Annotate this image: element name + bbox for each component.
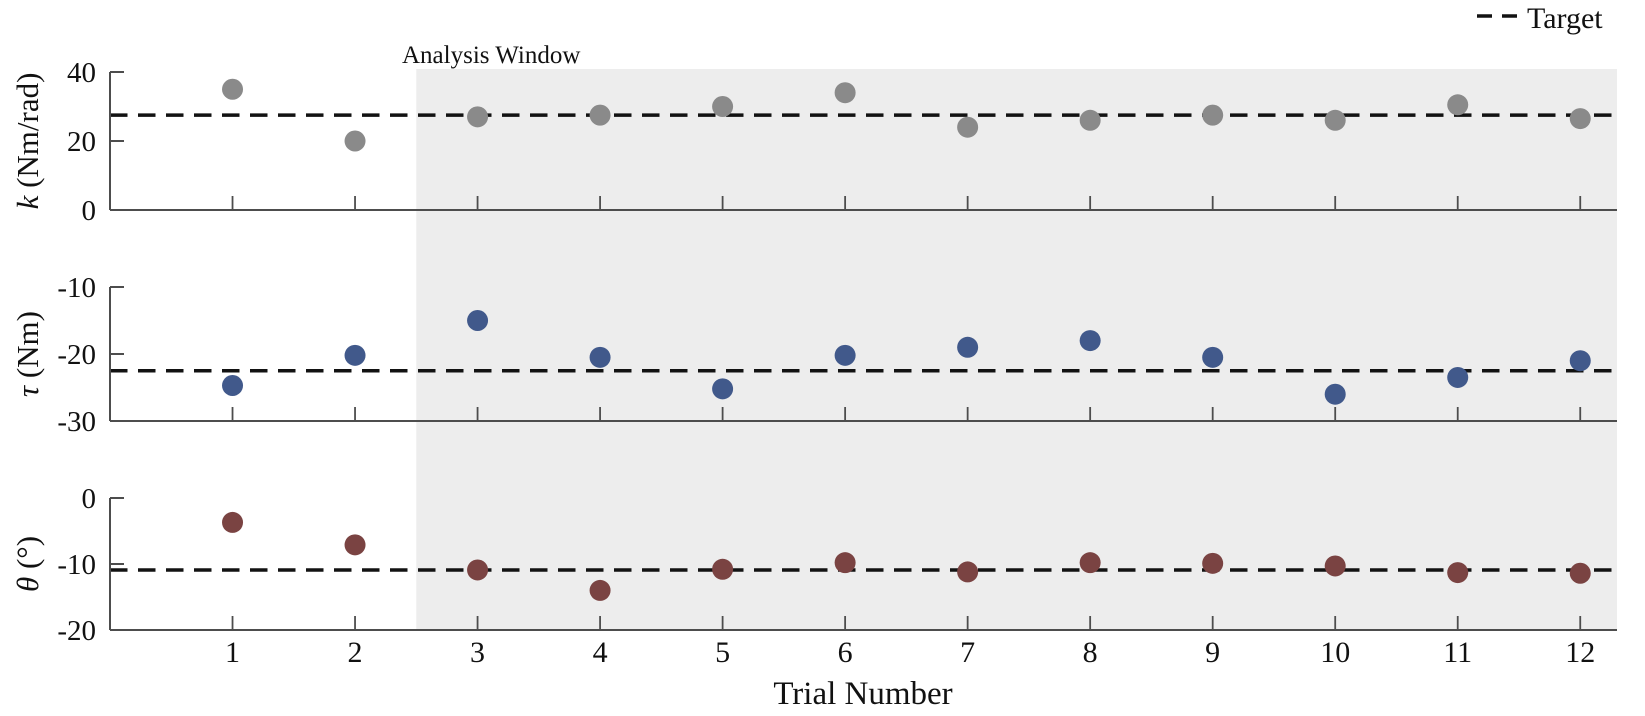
- x-tick-label: 4: [593, 636, 608, 669]
- plot-area: 0 20 40 k (Nm/rad) -30 -20 -10 τ (Nm) -20 -10 0 θ (…: [10, 57, 1618, 669]
- data-point: [1202, 552, 1224, 574]
- data-point: [467, 106, 489, 128]
- data-point: [1202, 104, 1224, 126]
- y-tick-label: 0: [82, 195, 97, 227]
- x-tick-label: 2: [348, 636, 363, 669]
- legend: Target: [1477, 2, 1603, 35]
- analysis-window-label: Analysis Window: [402, 42, 580, 69]
- x-tick-label: 5: [715, 636, 730, 669]
- analysis-window-region: [416, 69, 1618, 630]
- data-point: [467, 559, 489, 581]
- x-tick-label: 10: [1320, 636, 1350, 669]
- y-axis-title: θ (°): [10, 536, 45, 592]
- data-point: [589, 104, 611, 126]
- y-tick-label: 40: [67, 57, 96, 89]
- x-tick-label: 6: [838, 636, 853, 669]
- data-point: [1202, 346, 1224, 368]
- y-tick-label: -20: [57, 615, 96, 647]
- data-point: [1447, 562, 1469, 584]
- data-point: [957, 116, 979, 138]
- y-tick-label: 20: [67, 126, 96, 158]
- x-tick-label: 7: [960, 636, 975, 669]
- x-tick-label: 9: [1205, 636, 1220, 669]
- data-point: [1324, 383, 1346, 405]
- y-tick-label: -30: [57, 406, 96, 438]
- y-axis-title: τ (Nm): [10, 311, 45, 397]
- y-tick-label: -10: [57, 549, 96, 581]
- data-point: [589, 346, 611, 368]
- data-point: [589, 579, 611, 601]
- data-point: [1447, 366, 1469, 388]
- y-tick-label: -10: [57, 272, 96, 304]
- data-point: [222, 78, 244, 100]
- data-point: [1079, 330, 1101, 352]
- x-tick-label: 11: [1443, 636, 1472, 669]
- y-tick-label: -20: [57, 339, 96, 371]
- data-point: [222, 374, 244, 396]
- data-point: [1079, 109, 1101, 131]
- x-tick-label: 8: [1083, 636, 1098, 669]
- data-point: [344, 344, 366, 366]
- data-point: [1569, 562, 1591, 584]
- y-tick-label: 0: [82, 483, 97, 515]
- data-point: [344, 534, 366, 556]
- data-point: [1569, 350, 1591, 372]
- data-point: [834, 552, 856, 574]
- data-point: [1079, 552, 1101, 574]
- data-point: [957, 336, 979, 358]
- data-point: [344, 130, 366, 152]
- data-point: [1447, 94, 1469, 116]
- y-axis-title: k (Nm/rad): [10, 73, 45, 210]
- x-axis-title: Trial Number: [773, 676, 952, 712]
- data-point: [467, 310, 489, 331]
- data-point: [712, 558, 734, 580]
- data-point: [957, 561, 979, 583]
- legend-label: Target: [1527, 2, 1603, 35]
- data-point: [834, 344, 856, 366]
- data-point: [1324, 109, 1346, 131]
- x-tick-label: 12: [1565, 636, 1595, 669]
- x-tick-label: 1: [225, 636, 240, 669]
- data-point: [712, 378, 734, 400]
- data-point: [712, 96, 734, 117]
- data-point: [1324, 555, 1346, 577]
- data-point: [1569, 108, 1591, 130]
- x-tick-label: 3: [470, 636, 485, 669]
- data-point: [222, 511, 244, 533]
- data-point: [834, 82, 856, 104]
